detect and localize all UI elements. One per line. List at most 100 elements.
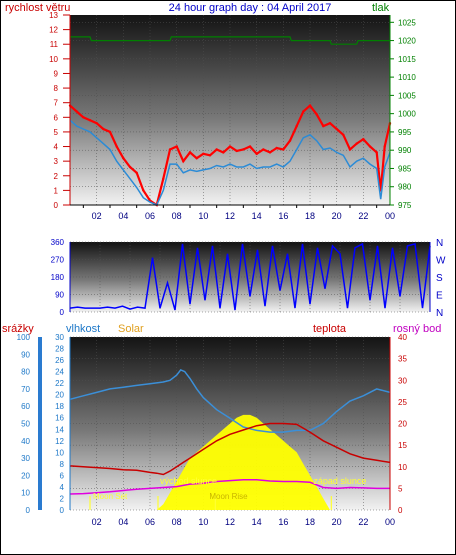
wind-gust-point: [88, 119, 92, 122]
x-tick-label: 22: [358, 211, 368, 221]
pressure-line: [70, 36, 390, 45]
pressure-axis-label: tlak: [372, 2, 390, 14]
wind-gust-point: [282, 148, 285, 151]
wind-gust-point: [348, 148, 352, 151]
x-tick-label: 08: [172, 517, 182, 527]
wind-gust-point: [355, 142, 358, 145]
wind-gust-point: [275, 146, 278, 150]
wind-direction-line: [69, 242, 431, 311]
rain-tick-label: 40: [21, 437, 30, 446]
compass-tick-label: N: [436, 238, 443, 249]
compass-tick-label: N: [436, 308, 443, 319]
degree-tick-label: 180: [51, 273, 65, 282]
wind-gust-point: [342, 133, 345, 137]
pressure-tick-label: 1005: [398, 91, 416, 100]
pressure-tick-label: 980: [398, 183, 412, 192]
x-tick-label: 18: [305, 517, 315, 527]
wind-gust-point: [202, 152, 205, 156]
wind-tick-label: 9: [54, 69, 59, 78]
x-tick-label: 14: [252, 517, 262, 527]
x-tick-label: 04: [118, 517, 128, 527]
wind-tick-label: 13: [49, 11, 58, 20]
wind-axis-label: rychlost větru: [5, 2, 70, 14]
x-tick-label: 00: [385, 211, 395, 221]
rain-tick-label: 20: [21, 471, 30, 480]
wind-gust-point: [82, 116, 85, 119]
wind-pressure-panel: 02 04 06 08 10 12 14 16 18 20 22 000123456789101112…: [49, 11, 416, 221]
wind-gust-point: [122, 157, 125, 160]
humidity-tick-label: 24: [55, 368, 64, 377]
pressure-tick-label: 985: [398, 164, 412, 173]
pressure-tick-label: 1015: [398, 55, 416, 64]
rain-tick-label: 0: [26, 506, 31, 515]
humidity-tick-label: 8: [60, 460, 65, 469]
wind-gust-point: [75, 110, 78, 113]
wind-gust-point: [375, 151, 378, 154]
rain-tick-label: 10: [21, 489, 30, 498]
x-tick-label: 20: [332, 211, 342, 221]
temperature-tick-label: 25: [398, 398, 407, 407]
rain-tick-label: 70: [21, 385, 30, 394]
humidity-line: [69, 368, 391, 433]
rain-tick-label: 80: [21, 368, 30, 377]
pressure-tick-label: 1000: [398, 110, 416, 119]
wind-gust-point: [268, 151, 272, 154]
x-tick-label: 12: [225, 211, 235, 221]
x-tick-label: 06: [145, 211, 155, 221]
humidity-tick-label: 14: [55, 425, 64, 434]
rain-tick-label: 30: [21, 454, 30, 463]
temperature-humidity-panel: východ slunce západ slunce Moon Set Moon Ri…: [17, 333, 408, 527]
wind-gust-point: [102, 127, 105, 131]
wind-gust-point: [182, 159, 185, 163]
humidity-tick-label: 16: [55, 414, 64, 423]
wind-tick-label: 4: [54, 143, 59, 152]
humidity-axis-label: vlhkost: [66, 323, 100, 335]
dewpoint-axis-label: rosný bod: [393, 323, 441, 335]
humidity-tick-label: 30: [55, 333, 64, 342]
wind-tick-label: 2: [54, 172, 59, 181]
solar-area: [156, 414, 330, 510]
compass-tick-label: S: [436, 273, 443, 284]
wind-gust-point: [383, 145, 386, 148]
temperature-tick-label: 0: [398, 506, 403, 515]
wind-gust-point: [288, 139, 292, 142]
degree-tick-label: 90: [55, 291, 64, 300]
wind-gust-point: [315, 113, 318, 116]
wind-gust-point: [135, 171, 138, 175]
wind-tick-label: 5: [54, 128, 59, 137]
temperature-axis-label: teplota: [313, 323, 347, 335]
wind-gust-point: [142, 189, 145, 192]
wind-gust-point: [115, 145, 118, 148]
pressure-tick-label: 995: [398, 128, 412, 137]
wind-gust-point: [322, 124, 325, 128]
wind-gust-point: [188, 151, 192, 154]
humidity-tick-label: 12: [55, 437, 64, 446]
humidity-tick-label: 10: [55, 448, 64, 457]
wind-tick-label: 6: [54, 113, 59, 122]
sunset-label: západ slunce: [313, 476, 366, 486]
wind-gust-point: [162, 177, 165, 180]
x-tick-label: 16: [278, 211, 288, 221]
dewpoint-line: [69, 478, 390, 495]
x-tick-label: 02: [92, 517, 102, 527]
humidity-tick-label: 2: [60, 494, 65, 503]
x-tick-label: 16: [278, 517, 288, 527]
solar-axis-label: Solar: [118, 323, 144, 335]
rain-tick-label: 100: [17, 333, 31, 342]
compass-tick-label: E: [436, 291, 443, 302]
wind-tick-label: 11: [50, 40, 59, 49]
x-tick-label: 00: [385, 517, 395, 527]
chart-title: 24 hour graph day : 04 April 2017: [169, 2, 332, 14]
humidity-tick-label: 18: [55, 402, 64, 411]
x-tick-label: 20: [332, 517, 342, 527]
humidity-tick-label: 22: [55, 379, 64, 388]
humidity-tick-label: 6: [60, 471, 65, 480]
rain-tick-label: 90: [21, 350, 30, 359]
rain-axis-bar: [38, 337, 42, 510]
wind-gust-point: [362, 138, 365, 141]
wind-tick-label: 7: [54, 99, 59, 108]
x-tick-label: 06: [145, 517, 155, 527]
humidity-tick-label: 26: [55, 356, 64, 365]
temperature-tick-label: 15: [398, 441, 407, 450]
moonset-label: Moon Set: [93, 492, 128, 501]
